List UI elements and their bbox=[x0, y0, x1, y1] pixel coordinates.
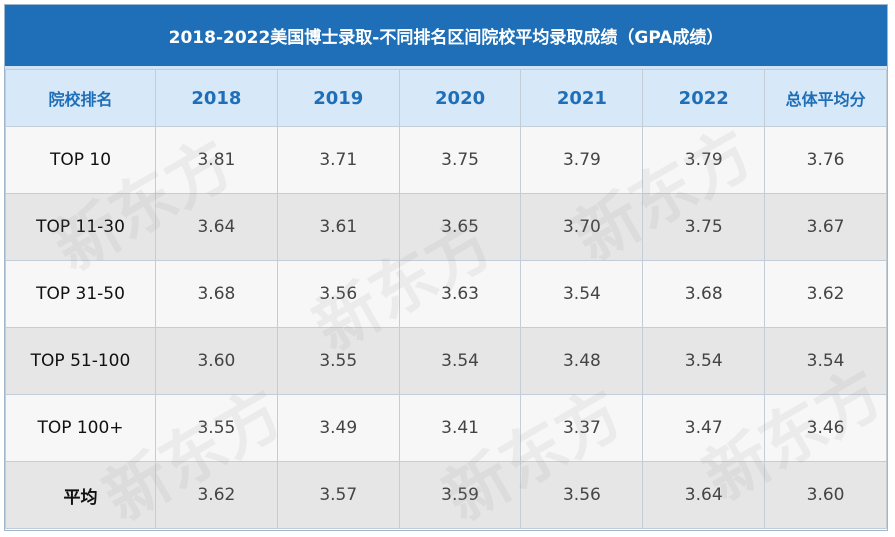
gpa-cell: 3.55 bbox=[276, 327, 400, 395]
table-row: TOP 11-30 3.64 3.61 3.65 3.70 3.75 3.67 bbox=[5, 193, 887, 261]
average-cell: 3.62 bbox=[764, 260, 887, 328]
gpa-cell: 3.61 bbox=[276, 193, 400, 261]
header-overall-average: 总体平均分 bbox=[764, 69, 887, 127]
average-cell: 3.76 bbox=[764, 126, 887, 194]
gpa-cell: 3.55 bbox=[155, 394, 278, 462]
gpa-cell: 3.41 bbox=[398, 394, 522, 462]
gpa-cell: 3.57 bbox=[276, 461, 400, 529]
gpa-cell: 3.37 bbox=[520, 394, 644, 462]
gpa-cell: 3.49 bbox=[276, 394, 400, 462]
gpa-cell: 3.71 bbox=[276, 126, 400, 194]
gpa-cell: 3.79 bbox=[642, 126, 766, 194]
table-row: TOP 31-50 3.68 3.56 3.63 3.54 3.68 3.62 bbox=[5, 260, 887, 328]
table-title: 2018-2022美国博士录取-不同排名区间院校平均录取成绩（GPA成绩） bbox=[5, 5, 887, 69]
gpa-table: 院校排名 2018 2019 2020 2021 2022 总体平均分 TOP … bbox=[5, 69, 887, 529]
header-2019: 2019 bbox=[276, 69, 400, 127]
gpa-cell: 3.56 bbox=[276, 260, 400, 328]
gpa-cell: 3.65 bbox=[398, 193, 522, 261]
rank-cell: TOP 10 bbox=[5, 126, 156, 194]
average-cell: 3.67 bbox=[764, 193, 887, 261]
rank-cell: TOP 11-30 bbox=[5, 193, 156, 261]
gpa-cell: 3.70 bbox=[520, 193, 644, 261]
header-2022: 2022 bbox=[642, 69, 766, 127]
gpa-cell: 3.54 bbox=[642, 327, 766, 395]
gpa-cell: 3.68 bbox=[155, 260, 278, 328]
gpa-cell: 3.56 bbox=[520, 461, 644, 529]
header-2018: 2018 bbox=[155, 69, 278, 127]
header-rank: 院校排名 bbox=[5, 69, 156, 127]
gpa-cell: 3.54 bbox=[520, 260, 644, 328]
average-cell: 3.46 bbox=[764, 394, 887, 462]
gpa-cell: 3.64 bbox=[642, 461, 766, 529]
average-cell: 3.54 bbox=[764, 327, 887, 395]
rank-cell: TOP 100+ bbox=[5, 394, 156, 462]
gpa-cell: 3.79 bbox=[520, 126, 644, 194]
table-row: TOP 51-100 3.60 3.55 3.54 3.48 3.54 3.54 bbox=[5, 327, 887, 395]
gpa-cell: 3.47 bbox=[642, 394, 766, 462]
header-2021: 2021 bbox=[520, 69, 644, 127]
gpa-cell: 3.59 bbox=[398, 461, 522, 529]
rank-cell: 平均 bbox=[5, 461, 156, 529]
average-cell: 3.60 bbox=[764, 461, 887, 529]
gpa-cell: 3.81 bbox=[155, 126, 278, 194]
header-2020: 2020 bbox=[398, 69, 522, 127]
table-row: TOP 10 3.81 3.71 3.75 3.79 3.79 3.76 bbox=[5, 126, 887, 194]
gpa-cell: 3.54 bbox=[398, 327, 522, 395]
gpa-cell: 3.64 bbox=[155, 193, 278, 261]
rank-cell: TOP 31-50 bbox=[5, 260, 156, 328]
gpa-cell: 3.75 bbox=[642, 193, 766, 261]
gpa-table-card: 2018-2022美国博士录取-不同排名区间院校平均录取成绩（GPA成绩） 院校… bbox=[4, 4, 888, 531]
gpa-cell: 3.62 bbox=[155, 461, 278, 529]
gpa-cell: 3.63 bbox=[398, 260, 522, 328]
header-row: 院校排名 2018 2019 2020 2021 2022 总体平均分 bbox=[5, 69, 887, 127]
gpa-cell: 3.68 bbox=[642, 260, 766, 328]
gpa-cell: 3.48 bbox=[520, 327, 644, 395]
average-row: 平均 3.62 3.57 3.59 3.56 3.64 3.60 bbox=[5, 461, 887, 529]
table-row: TOP 100+ 3.55 3.49 3.41 3.37 3.47 3.46 bbox=[5, 394, 887, 462]
gpa-cell: 3.60 bbox=[155, 327, 278, 395]
rank-cell: TOP 51-100 bbox=[5, 327, 156, 395]
gpa-cell: 3.75 bbox=[398, 126, 522, 194]
